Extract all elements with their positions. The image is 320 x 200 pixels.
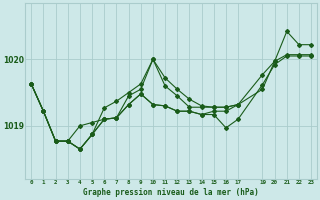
X-axis label: Graphe pression niveau de la mer (hPa): Graphe pression niveau de la mer (hPa) xyxy=(83,188,259,197)
